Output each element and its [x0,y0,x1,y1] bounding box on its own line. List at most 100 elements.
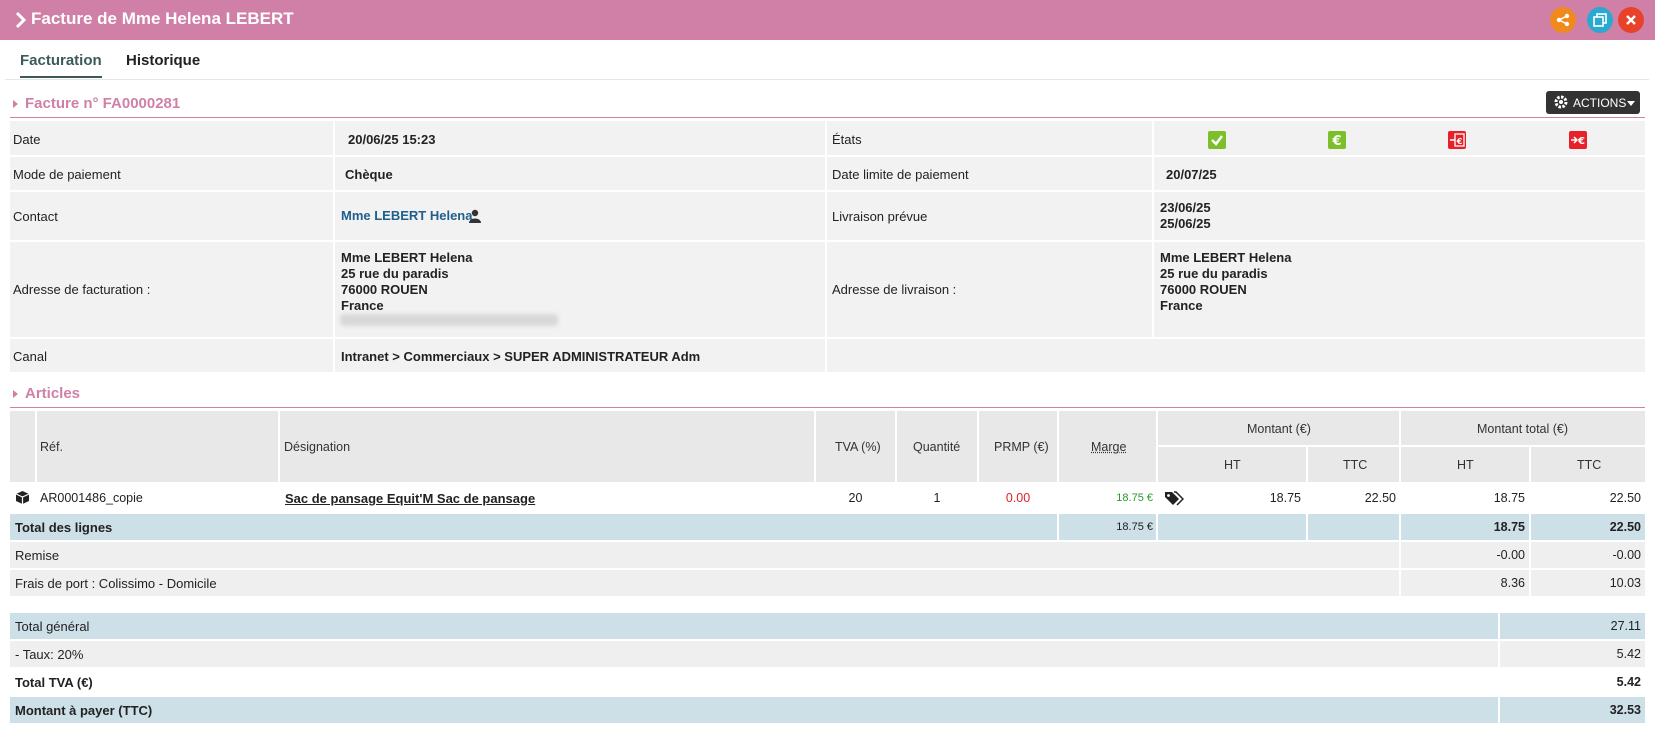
states-label: États [832,132,862,147]
transfer-euro-icon: € [1571,136,1585,147]
tab-historique[interactable]: Historique [126,52,201,69]
col-header-tva-label: TVA (%) [835,440,881,454]
channel-empty-cell [827,339,1645,372]
tags-icon[interactable] [1164,491,1184,506]
state-refund-icon[interactable]: € [1448,131,1466,149]
caret-right-icon [13,390,18,398]
discount-ttc: -0.00 [1612,548,1642,562]
table-row[interactable]: AR0001486_copie Sac de pansage Equit'M S… [10,484,1645,512]
delivery-country: France [1160,298,1203,313]
row-marge: 18.75 € [1116,492,1153,504]
lines-total-ht-empty [1158,514,1306,540]
row-ref: AR0001486_copie [40,491,143,505]
col-header-montant-ttc: TTC [1308,447,1399,482]
discount-ttc-cell: -0.00 [1531,542,1645,568]
user-icon[interactable] [469,209,481,223]
contact-link[interactable]: Mme LEBERT Helena [341,208,473,223]
amount-due-value: 32.53 [1609,703,1641,717]
due-date-label: Date limite de paiement [832,167,969,182]
chevron-right-icon[interactable] [14,11,28,29]
articles-heading: Articles [25,385,81,402]
delivery-address-value-cell: Mme LEBERT Helena 25 rue du paradis 7600… [1154,242,1645,337]
lines-total-ht: 18.75 [1493,520,1525,534]
close-button[interactable] [1618,7,1644,33]
col-header-icon [10,411,35,482]
lines-total-ttc: 22.50 [1609,520,1641,534]
copy-icon [1593,13,1607,27]
window-title: Facture de Mme Helena LEBERT [31,9,294,28]
tab-facturation[interactable]: Facturation [20,52,102,78]
window-titlebar: Facture de Mme Helena LEBERT [0,0,1655,40]
channel-value: Intranet > Commerciaux > SUPER ADMINISTR… [341,349,701,364]
lines-total-ht-cell: 18.75 [1401,514,1529,540]
shipping-ht: 8.36 [1500,576,1525,590]
col-header-qty: Quantité [897,411,977,482]
col-header-ref-label: Réf. [40,440,63,454]
col-header-prmp-label: PRMP (€) [994,440,1049,454]
billing-street: 25 rue du paradis [341,266,449,281]
amount-due-value-cell: 32.53 [1500,697,1645,723]
col-header-marge-label: Marge [1091,440,1127,454]
articles-section-header[interactable]: Articles [10,382,1645,408]
invoice-section-header[interactable]: Facture n° FA0000281 [10,92,1645,118]
col-header-designation-label: Désignation [284,440,351,454]
total-tva-value-cell: 5.42 [1500,669,1645,695]
delivery-planned-value-cell: 23/06/25 25/06/25 [1154,192,1645,240]
states-value-cell [1154,121,1645,155]
actions-dropdown-button[interactable]: ACTIONS [1546,91,1640,114]
billing-address-label: Adresse de facturation : [13,282,151,297]
redacted-email [340,314,558,326]
tab-bar: Facturation Historique [5,40,1649,80]
row-total-ttc: 22.50 [1609,491,1641,505]
row-designation-link[interactable]: Sac de pansage Equit'M Sac de pansage [285,491,536,506]
gear-icon [1554,95,1568,109]
col-header-total-ht-label: HT [1457,458,1474,472]
delivery-planned-label: Livraison prévue [832,209,928,224]
state-paid-icon[interactable]: € [1328,131,1346,149]
lines-total-label: Total des lignes [15,520,113,535]
general-total-value-cell: 27.11 [1500,613,1645,639]
lines-total-marge: 18.75 € [1116,521,1153,533]
contact-label: Contact [13,209,58,224]
delivery-planned-label-cell: Livraison prévue [827,192,1152,240]
duplicate-button[interactable] [1587,7,1613,33]
general-total-label: Total général [15,619,90,634]
discount-label: Remise [15,548,60,563]
row-ttc: 22.50 [1364,491,1396,505]
close-icon [1626,15,1636,25]
states-label-cell: États [827,121,1152,155]
payment-mode-value-cell: Chèque [335,157,825,190]
col-header-montant-label: Montant (€) [1247,422,1311,436]
delivery-city: 76000 ROUEN [1160,282,1247,297]
state-transfer-icon[interactable]: € [1569,131,1587,149]
col-header-total-ht: HT [1401,447,1529,482]
delivery-address-label-cell: Adresse de livraison : [827,242,1152,337]
tax-rate-label-cell: - Taux: 20% [10,641,1498,667]
contact-label-cell: Contact [10,192,333,240]
amount-due-label: Montant à payer (TTC) [15,703,153,718]
total-tva-label: Total TVA (€) [15,675,93,690]
channel-label-cell: Canal [10,339,333,372]
refund-icon: € [1450,133,1465,147]
delivery-street: 25 rue du paradis [1160,266,1268,281]
amount-due-label-cell: Montant à payer (TTC) [10,697,1498,723]
caret-right-icon [13,100,18,108]
date-label-cell: Date [10,121,333,155]
shipping-label-cell: Frais de port : Colissimo - Domicile [10,570,1399,596]
discount-ht: -0.00 [1496,548,1526,562]
share-button[interactable] [1550,7,1576,33]
total-tva-label-cell: Total TVA (€) [10,669,1498,695]
lines-total-marge-cell: 18.75 € [1059,514,1156,540]
col-header-ref: Réf. [37,411,278,482]
col-header-designation: Désignation [280,411,814,482]
col-header-total-ttc: TTC [1531,447,1645,482]
row-tva: 20 [848,491,863,505]
lines-total-ttc-empty [1308,514,1399,540]
contact-value-cell: Mme LEBERT Helena [335,192,825,240]
col-header-montant-ttc-label: TTC [1343,458,1368,472]
state-validated-icon[interactable] [1208,131,1226,149]
delivery-address-label: Adresse de livraison : [832,282,957,297]
product-box-icon [15,491,30,504]
date-label: Date [13,132,41,147]
delivery-date-1: 23/06/25 [1160,200,1211,215]
